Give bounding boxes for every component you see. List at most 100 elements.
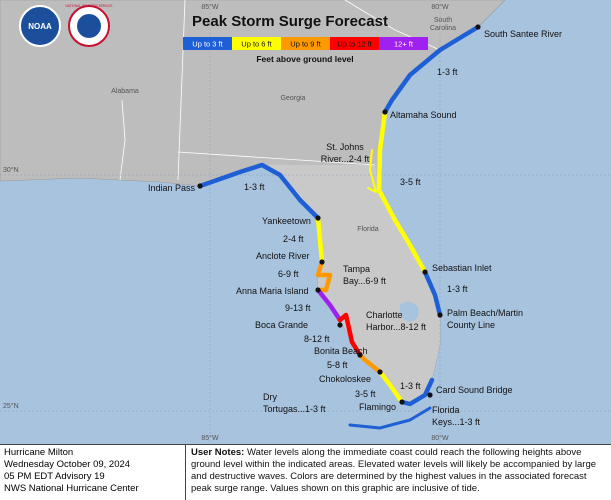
surge-segment xyxy=(337,312,363,358)
grid-label: 85°W xyxy=(201,3,219,11)
map-label-line: Palm Beach/Martin xyxy=(447,308,523,318)
map-label: Anclote River xyxy=(256,251,310,261)
map-label-line: Bay...6-9 ft xyxy=(343,276,386,286)
breakpoint xyxy=(382,109,388,115)
map-label-line: 8-12 ft xyxy=(304,334,330,344)
breakpoint xyxy=(377,369,383,375)
region-label-line: Carolina xyxy=(430,25,456,32)
nws-text: NATIONAL WEATHER SERVICE xyxy=(66,4,113,8)
map-label-line: County Line xyxy=(447,320,495,330)
breakpoints xyxy=(197,24,481,405)
legend-label: Up to 9 ft xyxy=(290,40,321,49)
legend-swatch xyxy=(183,37,232,50)
map-label-line: 5-8 ft xyxy=(327,360,348,370)
region-label-line: Alabama xyxy=(111,88,139,95)
coast-surge xyxy=(197,24,481,430)
grid-label: 85°W xyxy=(201,434,219,442)
map-label-line: Sebastian Inlet xyxy=(432,263,492,273)
grid-labels: 85°W 80°W 30°N 25°N 85°W 80°W xyxy=(3,3,449,442)
map-label: 3-5 ft xyxy=(400,177,421,187)
surge-segment xyxy=(197,162,321,221)
legend-label: Up to 12 ft xyxy=(337,40,373,49)
noaa-text: NOAA xyxy=(28,22,52,31)
map-label: Florida Keys...1-3 ft xyxy=(432,405,481,427)
surge-segment xyxy=(315,287,343,323)
map-label-line: 1-3 ft xyxy=(400,381,421,391)
legend-swatch xyxy=(232,37,281,50)
map-label: 1-3 ft xyxy=(447,284,468,294)
map-label: 9-13 ft xyxy=(285,303,311,313)
breakpoint xyxy=(315,287,321,293)
surge-segment xyxy=(377,369,405,405)
surge-segment xyxy=(376,109,428,275)
surge-segment xyxy=(315,215,325,265)
map-label-line: Keys...1-3 ft xyxy=(432,417,481,427)
map-label-line: South Santee River xyxy=(484,29,562,39)
map-label-line: 6-9 ft xyxy=(278,269,299,279)
map-label: 1-3 ft xyxy=(437,67,458,77)
map-label-line: Boca Grande xyxy=(255,320,308,330)
title: Peak Storm Surge Forecast xyxy=(192,13,388,30)
map-label: Sebastian Inlet xyxy=(432,263,492,273)
surge-segment xyxy=(422,269,443,318)
map-label-line: Yankeetown xyxy=(262,216,311,226)
labels: South Santee River 1-3 ft Altamaha Sound St… xyxy=(148,29,562,427)
notes-heading: User Notes: xyxy=(191,447,245,458)
border xyxy=(177,0,186,181)
map-label: Flamingo xyxy=(359,402,396,412)
region-label: Florida xyxy=(357,226,379,233)
map-label: Altamaha Sound xyxy=(390,110,457,120)
map-label-line: 1-3 ft xyxy=(244,182,265,192)
map-label-line: Florida xyxy=(432,405,460,415)
breakpoint xyxy=(422,269,428,275)
breakpoint xyxy=(197,183,203,189)
info-line: NWS National Hurricane Center xyxy=(4,483,139,494)
map-label-line: 1-3 ft xyxy=(447,284,468,294)
logos: NOAA NATIONAL WEATHER SERVICE xyxy=(19,4,113,47)
footer: Hurricane Milton Wednesday October 09, 20… xyxy=(0,444,611,500)
surge-segment xyxy=(367,149,377,193)
region-label-line: Georgia xyxy=(281,95,306,102)
region-label-line: South xyxy=(434,17,452,24)
map-label-line: 1-3 ft xyxy=(437,67,458,77)
map-label: 6-9 ft xyxy=(278,269,299,279)
map-label: Card Sound Bridge xyxy=(436,385,513,395)
border xyxy=(119,99,126,181)
map-label-line: Harbor...8-12 ft xyxy=(366,322,427,332)
map-label-line: River...2-4 ft xyxy=(321,154,370,164)
legend-label: Up to 3 ft xyxy=(192,40,223,49)
map-label: 1-3 ft xyxy=(400,381,421,391)
map-label: Palm Beach/Martin County Line xyxy=(447,308,523,330)
info-line: Hurricane Milton xyxy=(4,447,74,458)
legend-label: Up to 6 ft xyxy=(241,40,272,49)
map-label-line: Altamaha Sound xyxy=(390,110,457,120)
user-notes: User Notes: Water levels along the immed… xyxy=(186,445,611,500)
map-label: Boca Grande xyxy=(255,320,308,330)
region-label-line: Florida xyxy=(357,226,379,233)
grid-label: 25°N xyxy=(3,402,19,410)
grid-label: 80°W xyxy=(431,3,449,11)
map-label: Yankeetown xyxy=(262,216,311,226)
legend-caption: Feet above ground level xyxy=(256,54,353,64)
map-label-line: 3-5 ft xyxy=(355,389,376,399)
breakpoint xyxy=(315,215,321,221)
border xyxy=(177,151,376,166)
breakpoint xyxy=(337,322,343,328)
map-label: Charlotte Harbor...8-12 ft xyxy=(366,310,427,332)
info-line: 05 PM EDT Advisory 19 xyxy=(4,471,105,482)
map-label: South Santee River xyxy=(484,29,562,39)
map-label-line: 3-5 ft xyxy=(400,177,421,187)
notes-text: Water levels along the immediate coast c… xyxy=(191,447,597,494)
map-label: St. Johns River...2-4 ft xyxy=(321,142,370,164)
graticule xyxy=(0,0,611,444)
map-label: 5-8 ft xyxy=(327,360,348,370)
breakpoint xyxy=(357,352,363,358)
map-label: Indian Pass xyxy=(148,183,196,193)
map: NOAA NATIONAL WEATHER SERVICE Peak Storm… xyxy=(0,0,611,444)
legend-swatch xyxy=(281,37,330,50)
grid-label: 30°N xyxy=(3,166,19,174)
map-label: Anna Maria Island xyxy=(236,286,309,296)
map-label: Tampa Bay...6-9 ft xyxy=(343,264,386,286)
map-label-line: Chokoloskee xyxy=(319,374,371,384)
